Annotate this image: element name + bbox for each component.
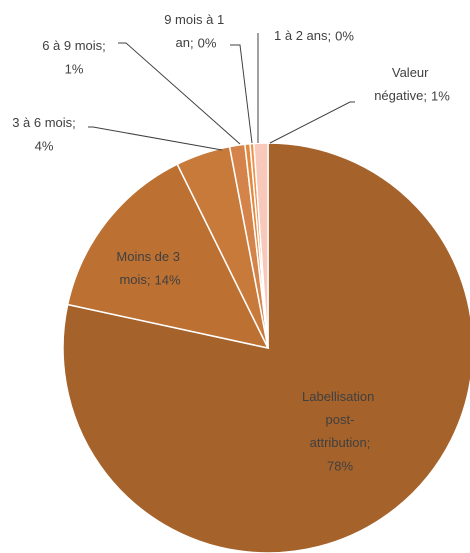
data-label-value: 78% bbox=[327, 458, 353, 473]
data-label-category: Valeur négative bbox=[374, 65, 432, 103]
label-line: 1 à 2 ans bbox=[274, 28, 328, 43]
data-label-value: 0% bbox=[198, 35, 217, 50]
pie-slice bbox=[253, 142, 269, 349]
label-line: 3 à 6 mois bbox=[12, 115, 72, 130]
data-label-category: 6 à 9 mois bbox=[42, 38, 102, 53]
leader-line bbox=[118, 42, 241, 145]
data-label-separator: ; bbox=[72, 115, 76, 130]
data-label-separator: ; bbox=[367, 435, 371, 450]
label-line: 9 mois à 1 bbox=[164, 12, 228, 27]
label-line: an bbox=[176, 35, 190, 50]
data-label-separator: ; bbox=[190, 35, 194, 50]
label-line: 6 à 9 mois bbox=[42, 38, 102, 53]
data-label-value: 14% bbox=[155, 272, 181, 287]
data-label-category: Moins de 3 mois bbox=[116, 249, 183, 287]
leader-line bbox=[269, 101, 355, 144]
label-line: mois bbox=[119, 272, 147, 287]
label-line: négative bbox=[374, 88, 423, 103]
label-line: post- bbox=[326, 412, 355, 427]
label-line: attribution bbox=[310, 435, 367, 450]
data-label-value: 0% bbox=[335, 28, 354, 43]
data-label-value: 1% bbox=[431, 88, 450, 103]
data-label-category: Labellisation post-attribution bbox=[302, 389, 378, 450]
data-label-separator: ; bbox=[102, 38, 106, 53]
data-label-category: 1 à 2 ans bbox=[274, 28, 328, 43]
label-line: Labellisation bbox=[302, 389, 378, 404]
data-label-separator: ; bbox=[423, 88, 427, 103]
pie-slice bbox=[66, 163, 270, 350]
data-label-category: 9 mois à 1 an bbox=[164, 12, 228, 50]
label-line: Moins de 3 bbox=[116, 249, 183, 264]
data-label-value: 1% bbox=[65, 61, 84, 76]
label-line: Valeur bbox=[392, 65, 432, 80]
data-label-value: 4% bbox=[35, 138, 54, 153]
data-label-category: 3 à 6 mois bbox=[12, 115, 72, 130]
data-label-separator: ; bbox=[328, 28, 332, 43]
data-label-separator: ; bbox=[147, 272, 151, 287]
leader-line bbox=[230, 44, 253, 144]
leader-line bbox=[88, 126, 223, 151]
